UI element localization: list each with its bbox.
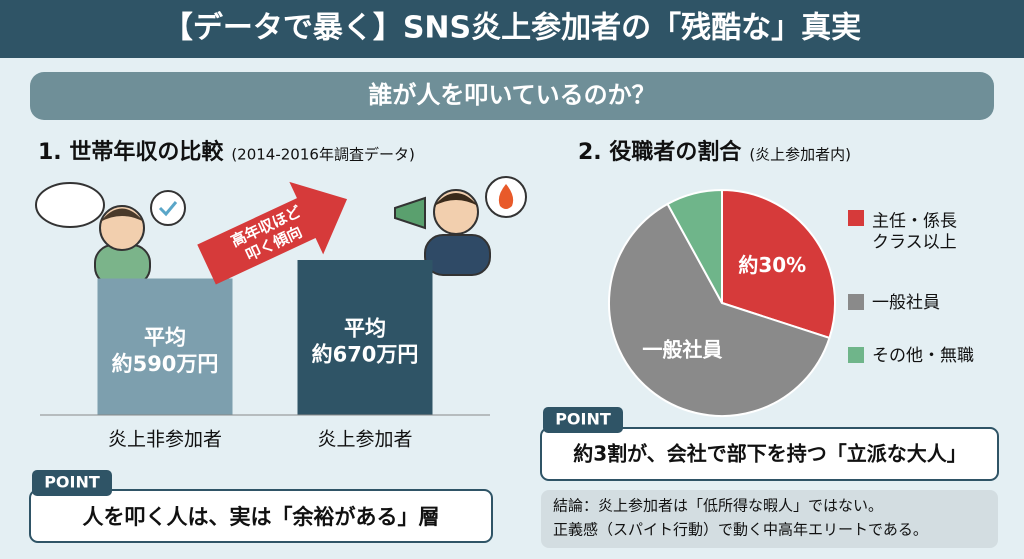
chart-title: 2. 役職者の割合 (578, 139, 742, 165)
pie-slice (608, 202, 831, 417)
slice-label: 一般社員 (642, 337, 722, 361)
legend-label: 主任・係長クラス以上 (872, 211, 957, 252)
legend-swatch (848, 210, 864, 226)
legend-swatch (848, 294, 864, 310)
bar-value-label: 平均約670万円 (312, 316, 419, 366)
point-tag-bg (32, 470, 112, 496)
bar-value-label: 平均約590万円 (112, 326, 219, 376)
point-tag: POINT (555, 410, 611, 429)
point-text: 約3割が、会社で部下を持つ「立派な大人」 (573, 442, 967, 466)
legend-label: その他・無職 (872, 346, 974, 366)
bar (297, 260, 433, 415)
conclusion-line: 結論：炎上参加者は「低所得な暇人」ではない。 (553, 497, 883, 515)
category-label: 炎上参加者 (317, 429, 412, 451)
chart-subtitle: (炎上参加者内) (749, 146, 851, 164)
point-tag: POINT (44, 473, 100, 492)
pie-slice (721, 188, 836, 340)
bar-chart: 1. 世帯年収の比較 (2014-2016年調査データ) 平均約590万円炎上非参加… (38, 139, 490, 451)
pie-slice (666, 188, 723, 304)
page-subtitle: 誰が人を叩いているのか？ (368, 81, 655, 109)
angry-person (394, 176, 527, 276)
point-tag-bg (543, 407, 623, 433)
conclusion-box (541, 490, 998, 548)
category-label: 炎上非参加者 (108, 429, 222, 451)
point-box (29, 489, 493, 543)
legend-label: 一般社員 (872, 293, 940, 313)
thinking-person (35, 182, 186, 286)
arrow-shape (197, 181, 348, 285)
point-box (540, 427, 999, 481)
chart-title: 1. 世帯年収の比較 (38, 139, 224, 165)
slice-label: 約30% (738, 253, 806, 277)
title-bar (0, 0, 1024, 58)
conclusion-line: 正義感（スパイト行動）で動く中高年エリートである。 (553, 521, 928, 539)
chart-subtitle: (2014-2016年調査データ) (231, 146, 414, 164)
pie-chart: 2. 役職者の割合 (炎上参加者内)約30%主任・係長クラス以上一般社員一般社員そ… (578, 139, 974, 417)
subtitle-bar (30, 72, 994, 120)
legend-swatch (848, 347, 864, 363)
point-text: 人を叩く人は、実は「余裕がある」層 (83, 505, 440, 529)
bar (97, 278, 233, 415)
page-title: 【データで暴く】SNS炎上参加者の「残酷な」真実 (163, 11, 861, 46)
